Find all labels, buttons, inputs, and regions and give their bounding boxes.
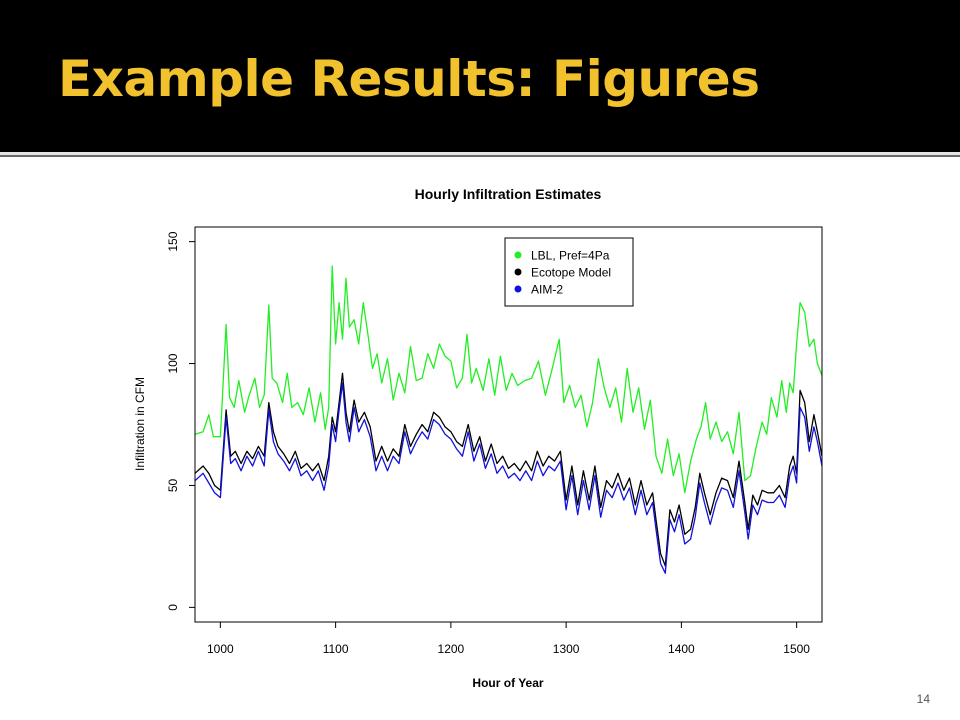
series-line-1 [194,265,823,494]
plot-area: 1000 1100 1200 1300 1400 1500 0 50 100 150 LBL, Pr… [166,226,823,656]
x-tick-label: 1100 [323,642,349,656]
slide-number: 14 [916,692,930,706]
slide-header [0,0,960,152]
plot-frame [194,226,823,623]
x-tick-label: 1200 [438,642,465,656]
legend-marker [514,251,522,259]
y-axis-label: Infiltration in CFM [133,377,147,471]
x-tick-label: 1300 [553,642,580,656]
header-divider-light [0,152,960,155]
slide-title: Example Results: Figures [58,50,760,108]
legend-label: LBL, Pref=4Pa [531,249,610,263]
legend-box [504,237,634,307]
series-line-2 [194,372,823,567]
y-tick-label: 150 [166,231,180,251]
legend-marker [514,285,522,293]
x-axis-label: Hour of Year [472,676,543,690]
y-tick-label: 100 [166,353,180,373]
legend-label: AIM-2 [531,283,563,297]
header-divider-dark [0,155,960,157]
legend-marker [514,268,522,276]
x-tick-label: 1500 [783,642,810,656]
y-tick-label: 50 [166,478,180,492]
chart-title: Hourly Infiltration Estimates [415,186,602,202]
y-tick-label: 0 [166,604,180,611]
legend-label: Ecotope Model [531,266,611,280]
x-tick-label: 1000 [207,642,234,656]
x-tick-label: 1400 [668,642,695,656]
series-line-3 [194,382,823,574]
